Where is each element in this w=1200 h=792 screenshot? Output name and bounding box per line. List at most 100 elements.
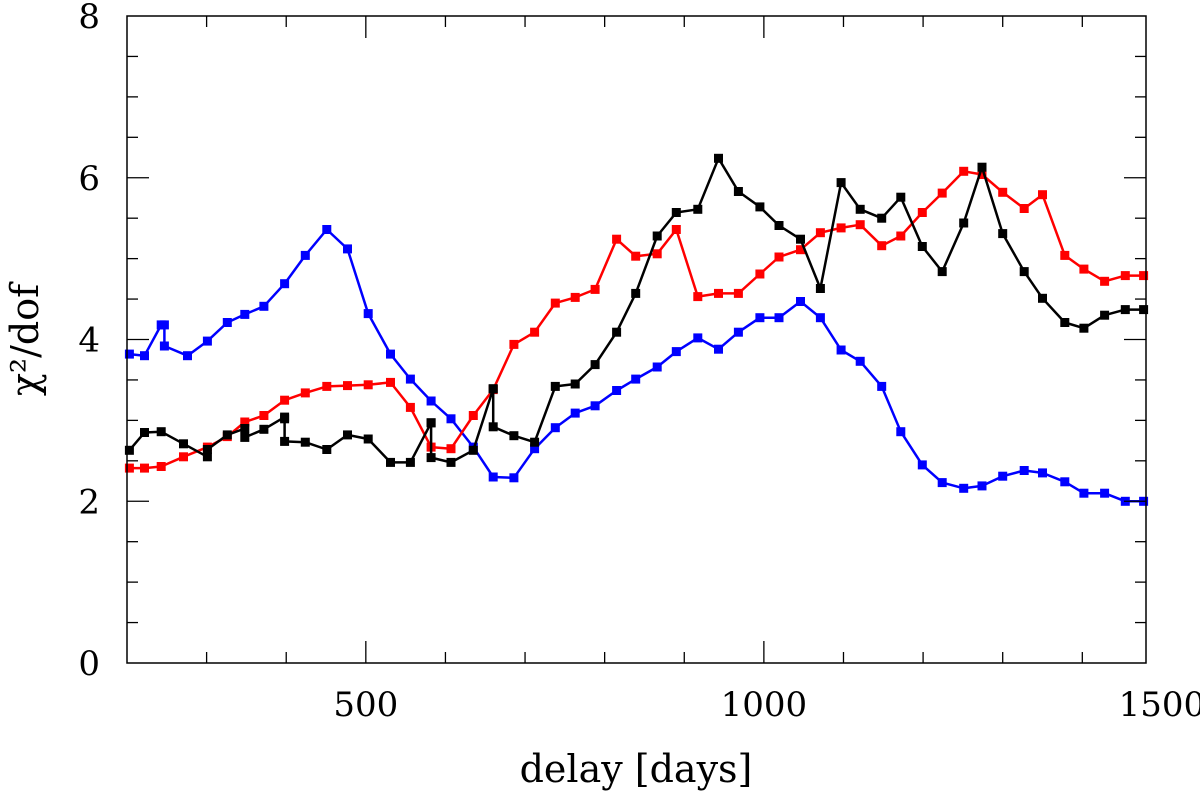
data-point xyxy=(1038,468,1047,478)
data-point xyxy=(1079,264,1089,274)
data-point xyxy=(714,344,723,354)
data-point xyxy=(259,301,269,311)
series-1 xyxy=(124,166,1149,473)
data-point xyxy=(140,463,149,473)
data-point xyxy=(446,444,456,454)
data-point xyxy=(855,204,865,214)
data-point xyxy=(612,234,622,244)
data-point xyxy=(714,153,723,163)
data-point xyxy=(179,439,188,449)
data-point xyxy=(815,228,825,238)
data-point xyxy=(280,279,290,289)
data-point xyxy=(240,309,250,319)
data-point xyxy=(796,234,805,244)
data-point xyxy=(426,396,436,406)
data-point xyxy=(1079,323,1089,333)
data-point xyxy=(259,411,269,420)
data-point xyxy=(468,445,478,455)
data-point xyxy=(590,360,600,370)
data-point xyxy=(612,327,622,337)
data-point xyxy=(1038,293,1047,303)
data-point xyxy=(977,162,987,172)
data-point xyxy=(202,445,212,454)
data-point xyxy=(959,483,969,493)
data-point xyxy=(300,437,310,447)
data-point xyxy=(998,229,1008,239)
data-point xyxy=(140,428,149,437)
data-point xyxy=(259,424,269,434)
data-point xyxy=(590,401,600,411)
data-point xyxy=(977,481,987,491)
data-point xyxy=(280,395,290,405)
data-point xyxy=(343,381,352,391)
data-point xyxy=(877,213,887,223)
data-point xyxy=(917,460,927,470)
data-point xyxy=(179,452,188,462)
data-point xyxy=(1019,204,1029,213)
data-point xyxy=(612,386,622,395)
data-point xyxy=(280,436,290,446)
data-point xyxy=(896,192,906,202)
data-point xyxy=(550,381,560,391)
data-point xyxy=(959,166,969,176)
data-point xyxy=(156,427,166,437)
data-point xyxy=(140,351,149,361)
data-point xyxy=(446,457,456,467)
data-point xyxy=(937,478,947,488)
data-point xyxy=(590,284,600,294)
data-point xyxy=(405,374,415,384)
data-point xyxy=(1100,276,1110,286)
data-point xyxy=(156,462,166,471)
data-point xyxy=(509,431,519,441)
y-tick-label: 6 xyxy=(78,159,100,199)
data-point xyxy=(896,231,906,241)
data-point xyxy=(1038,190,1047,200)
axes-layer xyxy=(126,15,1147,664)
data-point xyxy=(1139,305,1149,315)
data-point xyxy=(896,427,906,437)
data-point xyxy=(222,318,232,327)
data-point xyxy=(836,178,846,188)
data-point xyxy=(733,288,743,298)
data-point xyxy=(917,208,927,217)
data-point xyxy=(240,424,250,433)
series-line xyxy=(129,170,1144,470)
x-tick-label: 500 xyxy=(333,685,398,725)
data-point xyxy=(855,356,865,366)
data-point xyxy=(183,351,192,361)
data-point xyxy=(1120,271,1130,281)
series-2 xyxy=(124,153,1149,467)
data-point xyxy=(774,221,784,230)
data-point xyxy=(570,379,580,389)
data-point xyxy=(671,347,681,357)
data-point xyxy=(755,313,765,323)
data-point xyxy=(877,381,887,391)
y-tick-label: 8 xyxy=(78,0,100,37)
data-point xyxy=(671,208,681,217)
data-point xyxy=(1100,310,1110,320)
data-point xyxy=(855,220,865,230)
data-point xyxy=(631,251,641,261)
data-point xyxy=(733,187,743,196)
data-point xyxy=(937,188,947,198)
data-point xyxy=(124,349,134,359)
data-point xyxy=(488,422,498,432)
data-point xyxy=(322,445,332,454)
data-point xyxy=(300,250,310,260)
data-point xyxy=(1019,466,1029,475)
data-point xyxy=(714,288,723,298)
data-point xyxy=(322,381,332,391)
data-point xyxy=(240,417,250,427)
data-point xyxy=(631,288,641,298)
data-point xyxy=(550,423,560,433)
data-point xyxy=(877,241,887,251)
data-point xyxy=(652,249,662,259)
data-point xyxy=(222,430,232,440)
data-point xyxy=(998,187,1008,197)
data-point xyxy=(959,218,969,228)
data-point xyxy=(488,472,498,482)
data-point xyxy=(774,252,784,262)
data-point xyxy=(202,336,212,346)
data-point xyxy=(998,471,1008,481)
